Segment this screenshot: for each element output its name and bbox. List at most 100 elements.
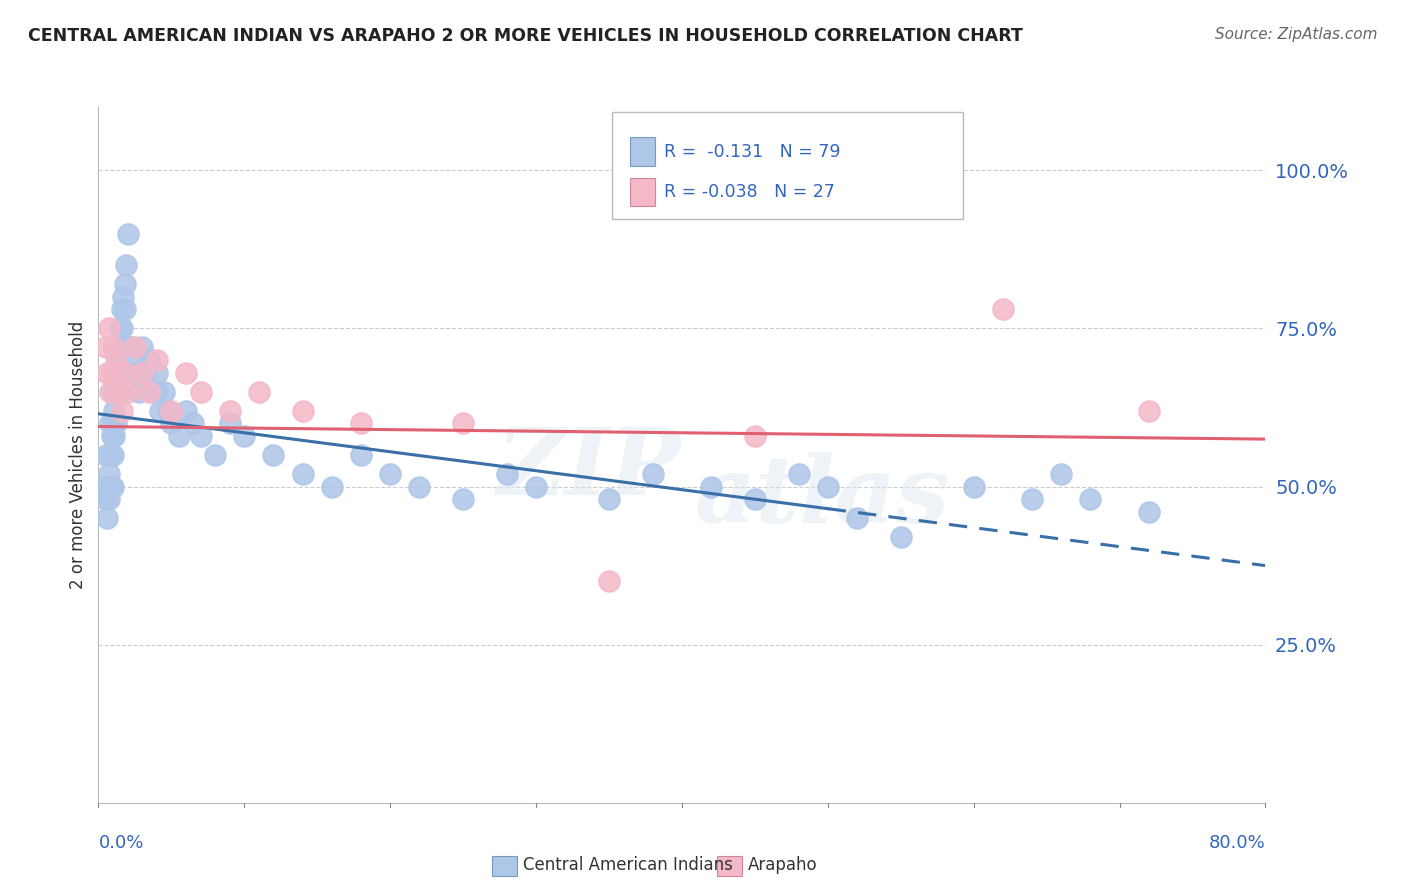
- Point: [641, 467, 664, 481]
- Point: [451, 492, 474, 507]
- Point: [96, 479, 118, 493]
- Point: [131, 366, 153, 380]
- Point: [94, 448, 117, 462]
- Point: [218, 417, 240, 431]
- Point: [350, 448, 373, 462]
- Point: [103, 429, 125, 443]
- Point: [138, 384, 160, 399]
- Point: [138, 353, 160, 368]
- Y-axis label: 2 or more Vehicles in Household: 2 or more Vehicles in Household: [69, 321, 87, 589]
- Point: [991, 302, 1014, 317]
- Point: [105, 384, 128, 399]
- Point: [114, 277, 136, 292]
- Point: [167, 429, 190, 443]
- Point: [110, 321, 132, 335]
- Point: [142, 384, 165, 399]
- Point: [233, 429, 256, 443]
- Point: [101, 417, 124, 431]
- Point: [153, 384, 176, 399]
- Text: 80.0%: 80.0%: [1209, 834, 1265, 852]
- Point: [100, 429, 122, 443]
- Point: [598, 574, 620, 589]
- Point: [115, 258, 138, 272]
- Point: [111, 403, 134, 417]
- Point: [157, 403, 180, 417]
- Point: [104, 417, 127, 431]
- Point: [962, 479, 984, 493]
- Point: [98, 479, 121, 493]
- Point: [408, 479, 430, 493]
- Point: [98, 448, 121, 462]
- Point: [97, 321, 120, 335]
- Point: [98, 417, 121, 431]
- Point: [111, 302, 134, 317]
- Point: [1137, 403, 1160, 417]
- Point: [146, 366, 169, 380]
- Point: [108, 384, 131, 399]
- Point: [131, 340, 153, 354]
- Point: [524, 479, 547, 493]
- Point: [160, 403, 183, 417]
- Point: [817, 479, 839, 493]
- Text: Source: ZipAtlas.com: Source: ZipAtlas.com: [1215, 27, 1378, 42]
- Point: [160, 417, 183, 431]
- Point: [101, 384, 124, 399]
- Point: [181, 417, 204, 431]
- Text: Arapaho: Arapaho: [748, 856, 818, 874]
- Point: [94, 340, 117, 354]
- Point: [262, 448, 284, 462]
- Point: [100, 366, 122, 380]
- Point: [114, 302, 136, 317]
- Point: [96, 366, 118, 380]
- Point: [134, 366, 156, 380]
- Text: Central American Indians: Central American Indians: [523, 856, 733, 874]
- Point: [146, 384, 169, 399]
- Point: [104, 384, 127, 399]
- Text: R = -0.038   N = 27: R = -0.038 N = 27: [664, 183, 835, 201]
- Point: [101, 448, 124, 462]
- Text: R =  -0.131   N = 79: R = -0.131 N = 79: [664, 143, 841, 161]
- Point: [380, 467, 402, 481]
- Point: [190, 384, 212, 399]
- Point: [291, 467, 314, 481]
- Point: [149, 403, 172, 417]
- Point: [97, 492, 120, 507]
- Point: [101, 429, 124, 443]
- Point: [96, 511, 118, 525]
- Point: [94, 492, 117, 507]
- Point: [700, 479, 723, 493]
- Point: [98, 384, 121, 399]
- Point: [108, 366, 131, 380]
- Point: [124, 353, 146, 368]
- Point: [496, 467, 519, 481]
- Point: [110, 340, 132, 354]
- Point: [321, 479, 343, 493]
- Point: [1021, 492, 1043, 507]
- Point: [1137, 505, 1160, 519]
- Text: ZIP: ZIP: [496, 424, 681, 514]
- Point: [101, 340, 124, 354]
- Point: [104, 353, 127, 368]
- Point: [190, 429, 212, 443]
- Point: [1050, 467, 1073, 481]
- Point: [100, 448, 122, 462]
- Point: [174, 403, 197, 417]
- Point: [247, 384, 270, 399]
- Point: [218, 403, 240, 417]
- Point: [124, 340, 146, 354]
- Text: 0.0%: 0.0%: [98, 834, 143, 852]
- Point: [112, 290, 135, 304]
- Point: [787, 467, 810, 481]
- Point: [744, 429, 766, 443]
- Point: [108, 340, 131, 354]
- Point: [104, 366, 127, 380]
- Point: [111, 321, 134, 335]
- Point: [114, 366, 136, 380]
- Point: [204, 448, 226, 462]
- Point: [101, 479, 124, 493]
- Point: [598, 492, 620, 507]
- Point: [1080, 492, 1102, 507]
- Point: [117, 384, 139, 399]
- Point: [890, 530, 912, 544]
- Point: [451, 417, 474, 431]
